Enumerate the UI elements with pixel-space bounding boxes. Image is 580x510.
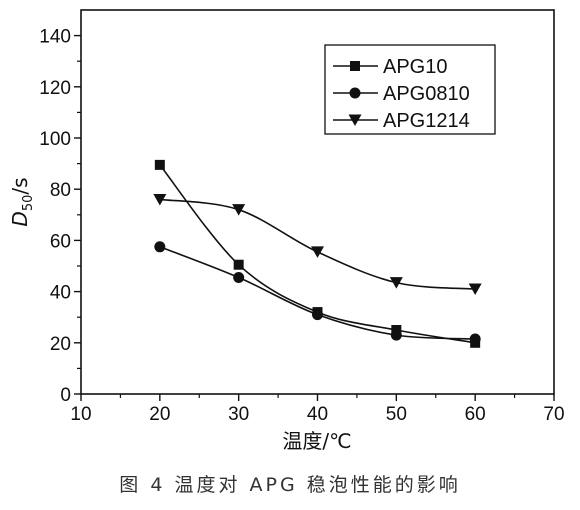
point-apg0810 <box>390 329 402 341</box>
point-apg1214 <box>232 204 246 216</box>
y-tick-label: 120 <box>39 78 71 99</box>
point-apg1214 <box>468 283 482 296</box>
series-line-apg1214 <box>159 198 476 290</box>
y-tick-label: 0 <box>60 385 71 406</box>
point-apg10 <box>233 259 244 270</box>
point-apg10 <box>154 159 165 170</box>
x-tick-label: 50 <box>386 404 407 425</box>
legend: APG10 APG0810 APG1214 <box>324 44 496 135</box>
x-tick-label: 60 <box>465 404 486 425</box>
figure-caption: 图 4 温度对 APG 稳泡性能的影响 <box>119 474 461 496</box>
y-tick-label: 40 <box>50 283 71 304</box>
chart: 10 20 30 40 50 60 70 0 20 40 60 80 100 120 140 温度/℃ D… <box>8 9 565 453</box>
y-tick-label: 60 <box>50 231 71 252</box>
legend-marker <box>350 61 360 71</box>
point-apg1214 <box>389 277 403 289</box>
point-apg0810 <box>154 241 166 253</box>
x-tick-label: 30 <box>228 404 249 425</box>
point-apg1214 <box>311 246 324 258</box>
point-apg0810 <box>312 309 323 321</box>
y-tick-label: 20 <box>50 334 71 355</box>
legend-label: APG1214 <box>383 110 470 132</box>
legend-label: APG10 <box>383 56 447 78</box>
point-apg1214 <box>153 193 167 206</box>
x-tick-label: 40 <box>307 404 328 425</box>
x-tick-label: 20 <box>149 404 170 425</box>
series-line-apg0810 <box>159 246 476 340</box>
point-apg0810 <box>233 272 245 284</box>
y-tick-label: 100 <box>39 129 71 150</box>
legend-marker <box>348 114 362 126</box>
x-tick-label: 70 <box>543 404 564 425</box>
y-tick-label: 140 <box>39 27 71 48</box>
x-tick-label: 10 <box>70 404 91 425</box>
y-axis-title: D50/s <box>8 177 36 226</box>
legend-label: APG0810 <box>383 83 470 105</box>
legend-marker <box>349 87 361 99</box>
x-axis-title: 温度/℃ <box>282 429 351 453</box>
y-tick-label: 80 <box>50 180 71 201</box>
point-apg0810 <box>469 333 481 345</box>
